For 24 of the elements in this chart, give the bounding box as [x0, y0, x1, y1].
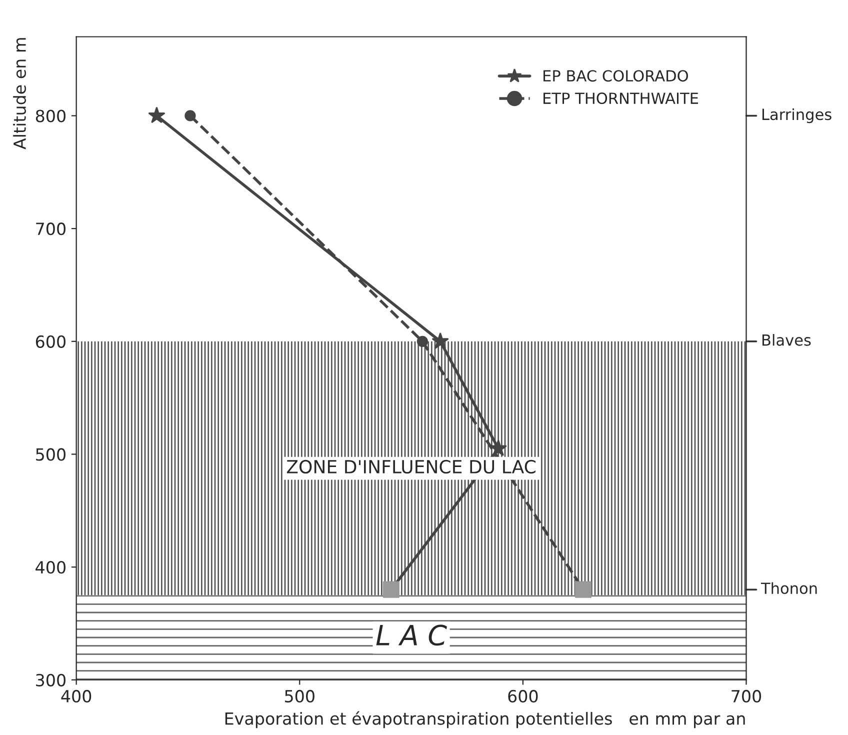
point	[148, 106, 166, 124]
x-axis-title: Evaporation et évapotranspiration potentielles en mm par an	[225, 711, 745, 728]
y-tick-label: 400	[36, 561, 66, 574]
legend-label: ETP THORNTHWAITE	[544, 92, 698, 104]
ref-line-label: Blaves	[762, 334, 811, 346]
point	[432, 332, 449, 349]
band-label: L A C	[376, 624, 447, 646]
x-tick-label: 400	[61, 690, 92, 702]
point	[184, 110, 196, 122]
point	[416, 336, 428, 347]
ref-line-label: Larringes	[762, 108, 832, 124]
y-axis-title: Altitude en m	[13, 38, 26, 150]
point	[574, 581, 592, 598]
x-tick-label: 500	[285, 690, 314, 702]
y-tick-label: 600	[36, 335, 66, 348]
legend-label: EP BAC COLORADO	[544, 70, 688, 82]
y-tick-label: 300	[36, 674, 66, 686]
x-tick-label: 700	[732, 690, 762, 702]
y-tick-label: 500	[36, 448, 66, 461]
y-tick-label: 700	[36, 222, 66, 236]
band-label: ZONE D'INFLUENCE DU LAC	[286, 460, 536, 474]
y-tick-label: 800	[36, 110, 66, 122]
x-tick-label: 600	[508, 690, 538, 702]
ref-line-label: Thonon	[760, 582, 817, 594]
